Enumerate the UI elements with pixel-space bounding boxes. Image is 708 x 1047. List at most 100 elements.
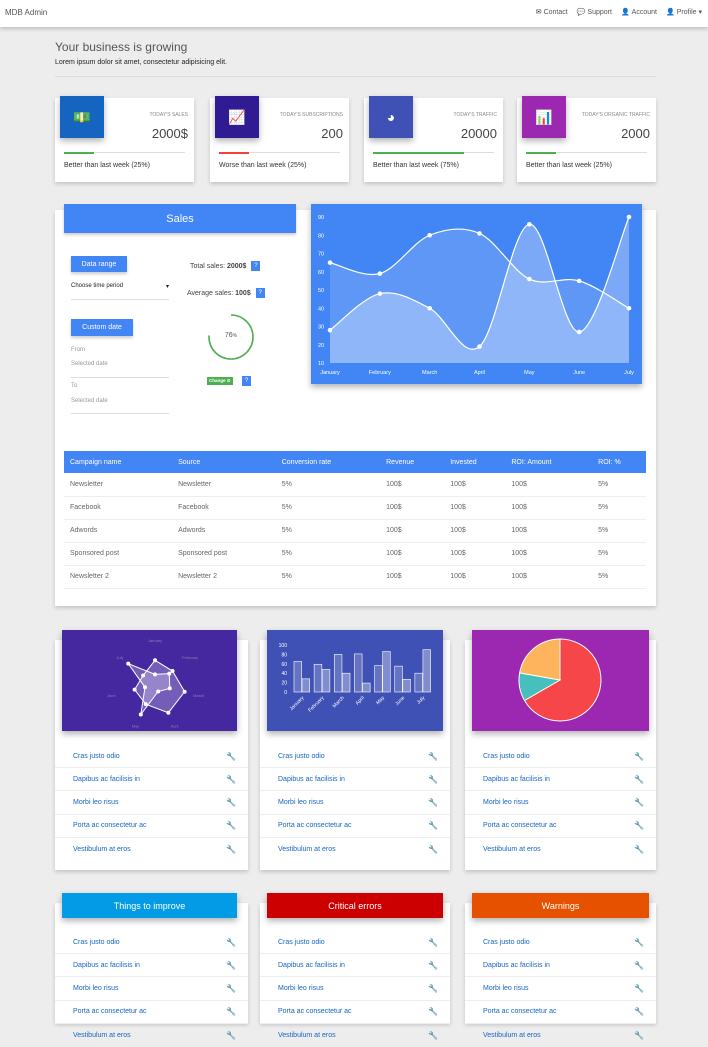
list-item[interactable]: Morbi leo risus 🔧	[465, 978, 656, 1001]
list-item-label: Vestibulum at eros	[278, 846, 336, 854]
wrench-icon[interactable]: 🔧	[634, 960, 644, 970]
column-header[interactable]: Source	[172, 451, 276, 473]
brand-logo[interactable]: MDB Admin	[5, 8, 48, 17]
list-item[interactable]: Dapibus ac facilisis in 🔧	[465, 768, 656, 792]
wrench-icon[interactable]: 🔧	[428, 984, 438, 994]
help-button[interactable]: ?	[255, 288, 265, 298]
nav-link[interactable]: 👤 Account	[621, 8, 657, 16]
list-item[interactable]: Porta ac consectetur ac 🔧	[55, 1001, 248, 1024]
column-header[interactable]: Campaign name	[64, 451, 173, 473]
wrench-icon[interactable]: 🔧	[634, 798, 644, 808]
wrench-icon[interactable]: 🔧	[428, 774, 438, 784]
to-date-input[interactable]: Selected date	[71, 398, 108, 404]
wrench-icon[interactable]: 🔧	[634, 1007, 644, 1017]
wrench-icon[interactable]: 🔧	[428, 821, 438, 831]
bar	[293, 661, 302, 693]
x-tick-label: January	[289, 695, 306, 712]
list-item[interactable]: Porta ac consectetur ac 🔧	[465, 1001, 656, 1024]
data-point	[153, 658, 157, 663]
wrench-icon[interactable]: 🔧	[428, 798, 438, 808]
column-header[interactable]: Invested	[444, 451, 506, 473]
wrench-icon[interactable]: 🔧	[428, 1031, 438, 1041]
nav-link[interactable]: 👤 Profile ▾	[666, 8, 702, 16]
nav-link[interactable]: 💬 Support	[577, 8, 612, 16]
wrench-icon[interactable]: 🔧	[634, 751, 644, 761]
list-item[interactable]: Cras justo odio 🔧	[55, 745, 248, 768]
nav-link[interactable]: ✉ Contact	[536, 8, 568, 16]
column-header[interactable]: Conversion rate	[275, 451, 381, 473]
custom-date-button[interactable]: Custom date	[71, 319, 133, 336]
list-item[interactable]: Morbi leo risus 🔧	[55, 792, 248, 815]
column-header[interactable]: ROI: Amount	[505, 451, 593, 473]
table-cell: Newsletter	[64, 473, 173, 497]
list-item[interactable]: Cras justo odio 🔧	[55, 931, 248, 954]
list-item[interactable]: Vestibulum at eros 🔧	[260, 1024, 450, 1047]
list-item[interactable]: Vestibulum at eros 🔧	[465, 1024, 656, 1047]
time-period-select[interactable]: Choose time period ▾	[71, 283, 169, 290]
list-item[interactable]: Cras justo odio 🔧	[465, 931, 656, 954]
y-tick-label: 40	[281, 671, 287, 677]
list-item-label: Porta ac consectetur ac	[278, 1008, 352, 1016]
wrench-icon[interactable]: 🔧	[428, 937, 438, 947]
wrench-icon[interactable]: 🔧	[226, 774, 236, 784]
wrench-icon[interactable]: 🔧	[428, 1007, 438, 1017]
list-item[interactable]: Vestibulum at eros 🔧	[260, 838, 450, 861]
nav-link-label: Support	[587, 9, 612, 16]
list-item[interactable]: Vestibulum at eros 🔧	[55, 1024, 248, 1047]
nav-link-label: Contact	[543, 9, 568, 16]
wrench-icon[interactable]: 🔧	[428, 751, 438, 761]
wrench-icon[interactable]: 🔧	[226, 1031, 236, 1041]
list-item[interactable]: Vestibulum at eros 🔧	[55, 838, 248, 861]
list-item[interactable]: Morbi leo risus 🔧	[465, 792, 656, 815]
list-item[interactable]: Porta ac consectetur ac 🔧	[55, 815, 248, 838]
column-header[interactable]: ROI: %	[592, 451, 646, 473]
wrench-icon[interactable]: 🔧	[226, 984, 236, 994]
list-item[interactable]: Dapibus ac facilisis in 🔧	[55, 954, 248, 978]
list-item[interactable]: Vestibulum at eros 🔧	[465, 838, 656, 861]
wrench-icon[interactable]: 🔧	[634, 845, 644, 855]
help-button[interactable]: ?	[251, 261, 261, 271]
list-item[interactable]: Cras justo odio 🔧	[465, 745, 656, 768]
list-item[interactable]: Cras justo odio 🔧	[260, 931, 450, 954]
wrench-icon[interactable]: 🔧	[226, 960, 236, 970]
y-tick-label: 50	[318, 288, 324, 294]
change-badge[interactable]: Change ⊙	[207, 377, 233, 385]
data-point	[138, 712, 143, 717]
from-date-input[interactable]: Selected date	[71, 361, 108, 367]
list-item[interactable]: Dapibus ac facilisis in 🔧	[465, 954, 656, 978]
list-item[interactable]: Dapibus ac facilisis in 🔧	[260, 954, 450, 978]
axis-label: July	[116, 655, 123, 660]
wrench-icon[interactable]: 🔧	[226, 751, 236, 761]
list-item[interactable]: Dapibus ac facilisis in 🔧	[260, 768, 450, 792]
data-range-button[interactable]: Data range	[71, 256, 127, 272]
wrench-icon[interactable]: 🔧	[634, 1031, 644, 1041]
wrench-icon[interactable]: 🔧	[226, 821, 236, 831]
list-item[interactable]: Porta ac consectetur ac 🔧	[465, 815, 656, 838]
money-icon: 💵	[60, 96, 104, 138]
list-item[interactable]: Morbi leo risus 🔧	[260, 792, 450, 815]
list-item[interactable]: Porta ac consectetur ac 🔧	[260, 1001, 450, 1024]
wrench-icon[interactable]: 🔧	[428, 845, 438, 855]
wrench-icon[interactable]: 🔧	[226, 937, 236, 947]
wrench-icon[interactable]: 🔧	[226, 798, 236, 808]
help-button[interactable]: ?	[242, 376, 251, 386]
wrench-icon[interactable]: 🔧	[226, 1007, 236, 1017]
progress-fill	[526, 151, 557, 154]
wrench-icon[interactable]: 🔧	[634, 937, 644, 947]
column-header[interactable]: Revenue	[380, 451, 445, 473]
list-item[interactable]: Morbi leo risus 🔧	[55, 978, 248, 1001]
caret-down-icon: ▾	[165, 284, 169, 290]
wrench-icon[interactable]: 🔧	[634, 984, 644, 994]
list-item[interactable]: Morbi leo risus 🔧	[260, 978, 450, 1001]
wrench-icon[interactable]: 🔧	[428, 960, 438, 970]
list-item-label: Vestibulum at eros	[483, 1032, 541, 1040]
list-item[interactable]: Dapibus ac facilisis in 🔧	[55, 768, 248, 792]
wrench-icon[interactable]: 🔧	[634, 774, 644, 784]
list-item[interactable]: Porta ac consectetur ac 🔧	[260, 815, 450, 838]
table-cell: 100$	[380, 496, 445, 520]
list-item[interactable]: Cras justo odio 🔧	[260, 745, 450, 768]
wrench-icon[interactable]: 🔧	[226, 845, 236, 855]
stat-note: Better than last week (25%)	[64, 162, 150, 169]
wrench-icon[interactable]: 🔧	[634, 821, 644, 831]
list-item-label: Morbi leo risus	[73, 985, 119, 993]
